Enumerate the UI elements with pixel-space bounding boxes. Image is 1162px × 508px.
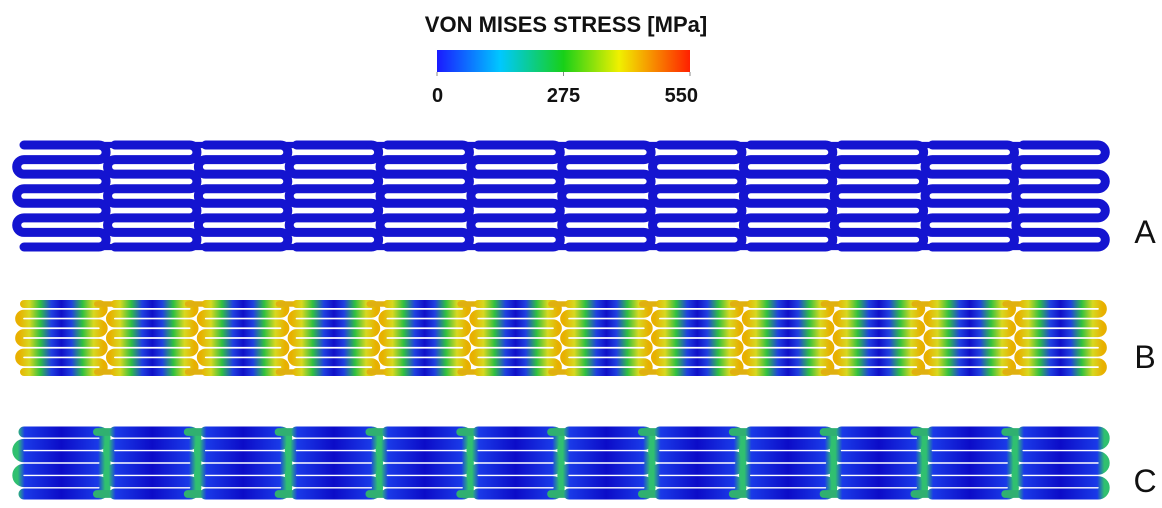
stent-ring [473, 304, 558, 372]
stent-ring [472, 432, 559, 494]
stent-ring [380, 145, 469, 247]
stent-ring [926, 432, 1013, 494]
stent-ring [564, 304, 649, 372]
stent-ring [927, 304, 1012, 372]
colorbar [437, 50, 690, 72]
stents [17, 145, 1106, 494]
stent-ring [199, 432, 286, 494]
stent-ring [289, 145, 378, 247]
stent-ring [562, 145, 651, 247]
stent-ring [1017, 432, 1104, 494]
stent-ring [109, 432, 196, 494]
figure: VON MISES STRESS [MPa] 0 275 550 A B C [0, 0, 1162, 508]
stent-ring [837, 304, 922, 372]
colorbar-tick-label: 275 [547, 85, 580, 107]
stent-ring [654, 432, 741, 494]
stent-ring [563, 432, 650, 494]
stent-ring [471, 145, 560, 247]
colorbar-tick-label: 550 [665, 85, 698, 107]
stent-ring [19, 304, 104, 372]
stent-ring [744, 432, 831, 494]
stent-ring [653, 145, 742, 247]
colorbar-tick-label: 0 [432, 85, 443, 107]
stent-ring [108, 145, 197, 247]
stent-ring [382, 304, 467, 372]
stent-ring [655, 304, 740, 372]
colorbar-title: VON MISES STRESS [MPa] [425, 12, 707, 37]
panel-label: B [1134, 339, 1155, 375]
stent-ring [381, 432, 468, 494]
stent-ring [743, 145, 832, 247]
stent-ring [925, 145, 1014, 247]
stent-ring [198, 145, 287, 247]
stent-ring [292, 304, 377, 372]
stent-ring [201, 304, 286, 372]
stent-ring [746, 304, 831, 372]
panel-label: A [1134, 214, 1156, 250]
stent-ring [290, 432, 377, 494]
stent-ring [834, 145, 923, 247]
panel-label: C [1133, 463, 1156, 499]
stent-ring [17, 145, 106, 247]
stent-ring [110, 304, 195, 372]
stent-ring [1018, 304, 1103, 372]
stent-ring [1016, 145, 1105, 247]
stent-ring [835, 432, 922, 494]
stent-ring [18, 432, 105, 494]
